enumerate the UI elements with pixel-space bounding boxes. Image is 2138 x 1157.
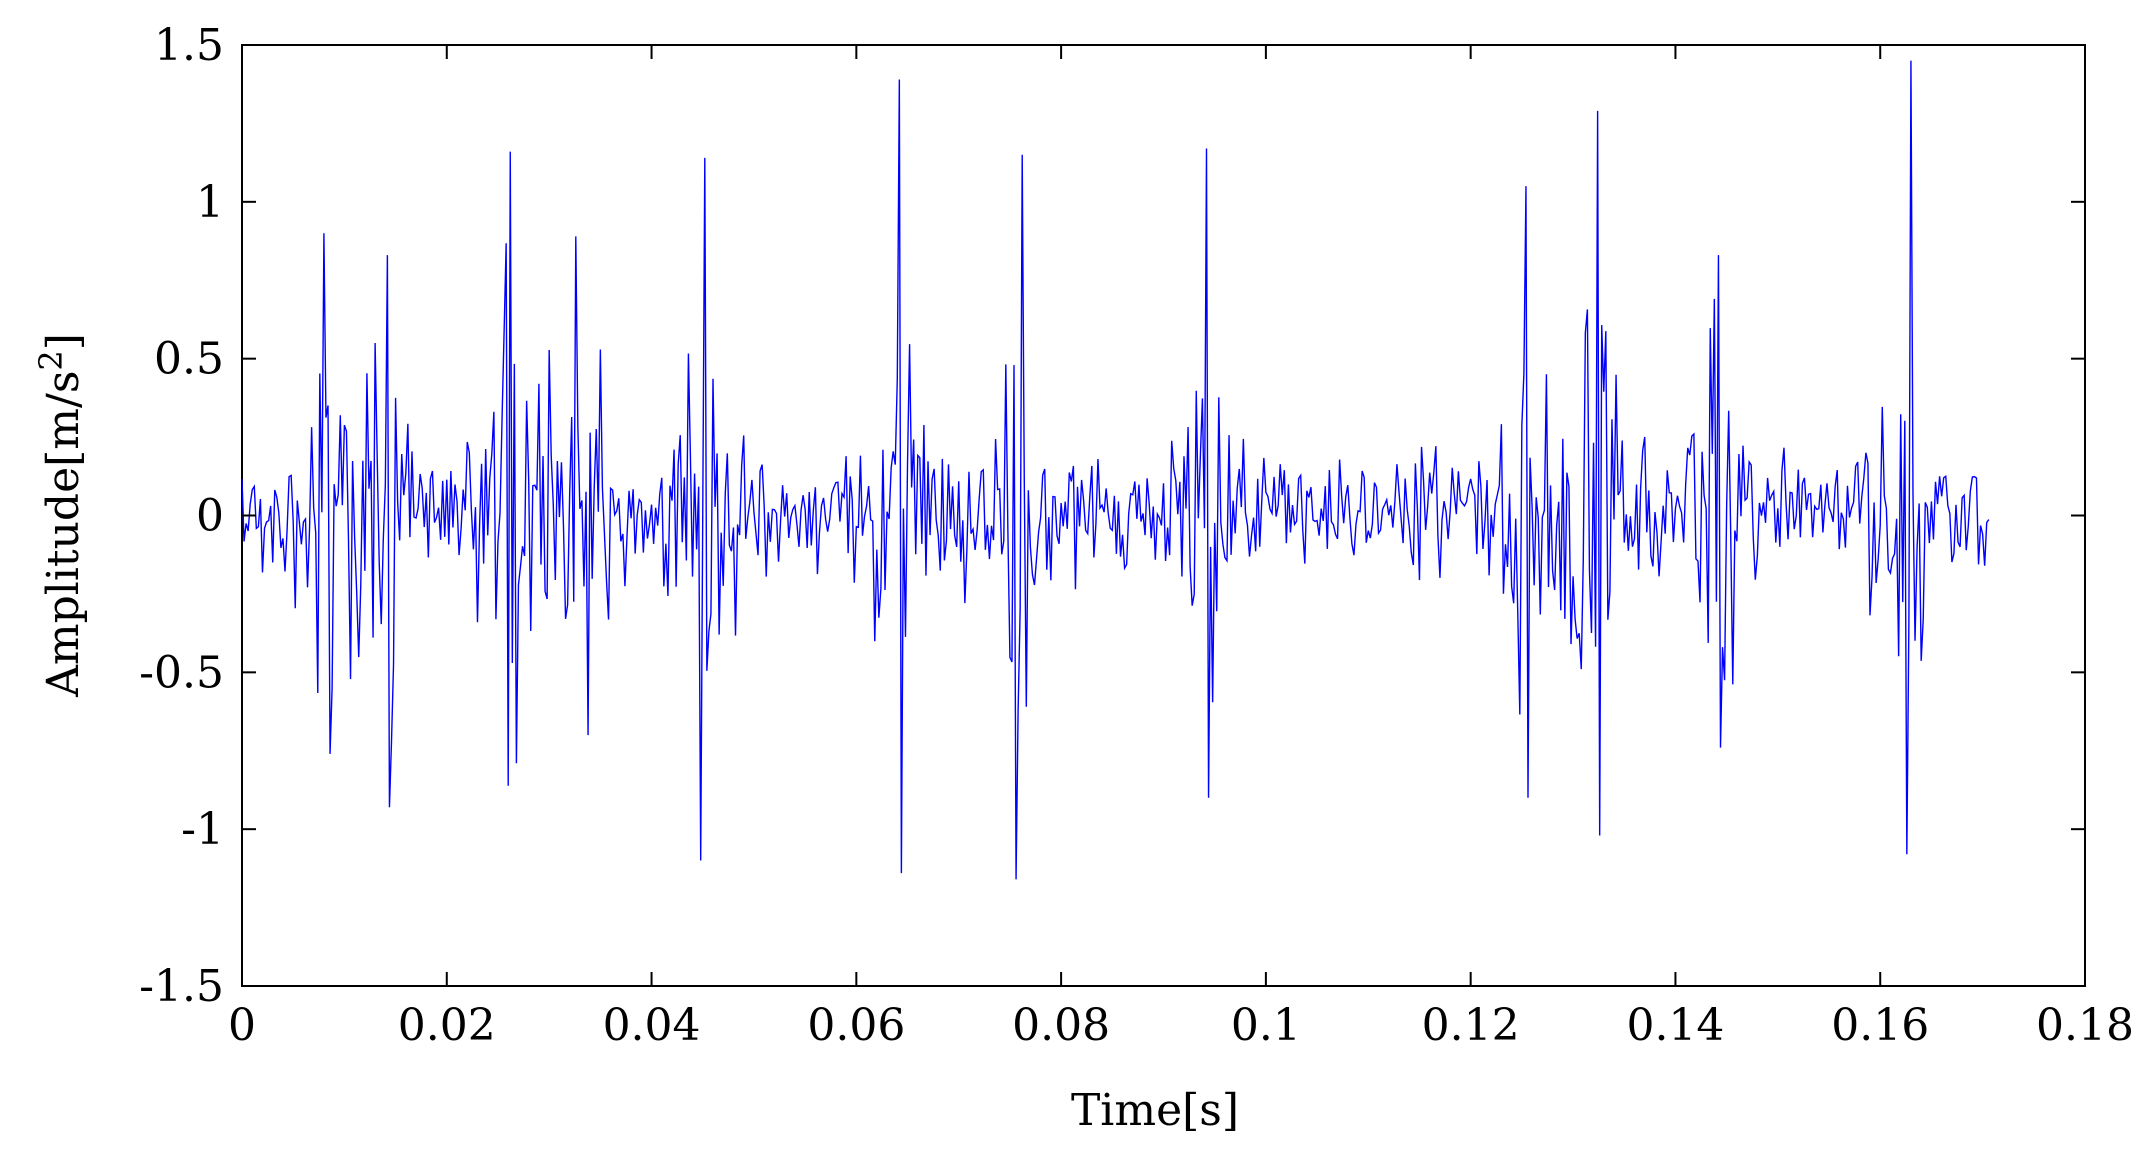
plot-area	[241, 44, 2086, 987]
x-axis-label: Time[s]	[1071, 1085, 1239, 1136]
signal-series	[241, 60, 1990, 880]
y-tick-label: -1	[181, 804, 224, 855]
x-tick-label: 0.02	[398, 1000, 496, 1051]
x-tick-label: 0.08	[1012, 1000, 1110, 1051]
y-tick-label: 0.5	[154, 334, 224, 385]
x-tick-label: 0.16	[1831, 1000, 1929, 1051]
y-tick-label: -0.5	[139, 647, 224, 698]
x-tick-label: 0.12	[1422, 1000, 1520, 1051]
x-tick-label: 0.04	[603, 1000, 701, 1051]
x-tick-label: 0.06	[807, 1000, 905, 1051]
y-tick-label: 0	[196, 491, 224, 542]
signal-line	[241, 60, 1990, 880]
y-tick-label: -1.5	[139, 961, 224, 1012]
y-tick-label: 1	[196, 177, 224, 228]
y-tick-label: 1.5	[154, 20, 224, 71]
y-axis-label-superscript: 2	[32, 350, 70, 370]
x-tick-label: 0.18	[2036, 1000, 2134, 1051]
x-tick-label: 0.1	[1231, 1000, 1301, 1051]
x-tick-label: 0	[228, 1000, 256, 1051]
axis-ticks: 0 0.02 0.04 0.06 0.08 0.1 0.12 0.14 0.16 0.18 1.5 1…	[139, 20, 2134, 1051]
y-axis-label: Amplitude[m/s2]	[32, 333, 89, 698]
x-tick-label: 0.14	[1626, 1000, 1724, 1051]
y-axis-label-main: Amplitude[m/s	[38, 371, 89, 698]
y-axis-label-close: ]	[38, 333, 89, 350]
